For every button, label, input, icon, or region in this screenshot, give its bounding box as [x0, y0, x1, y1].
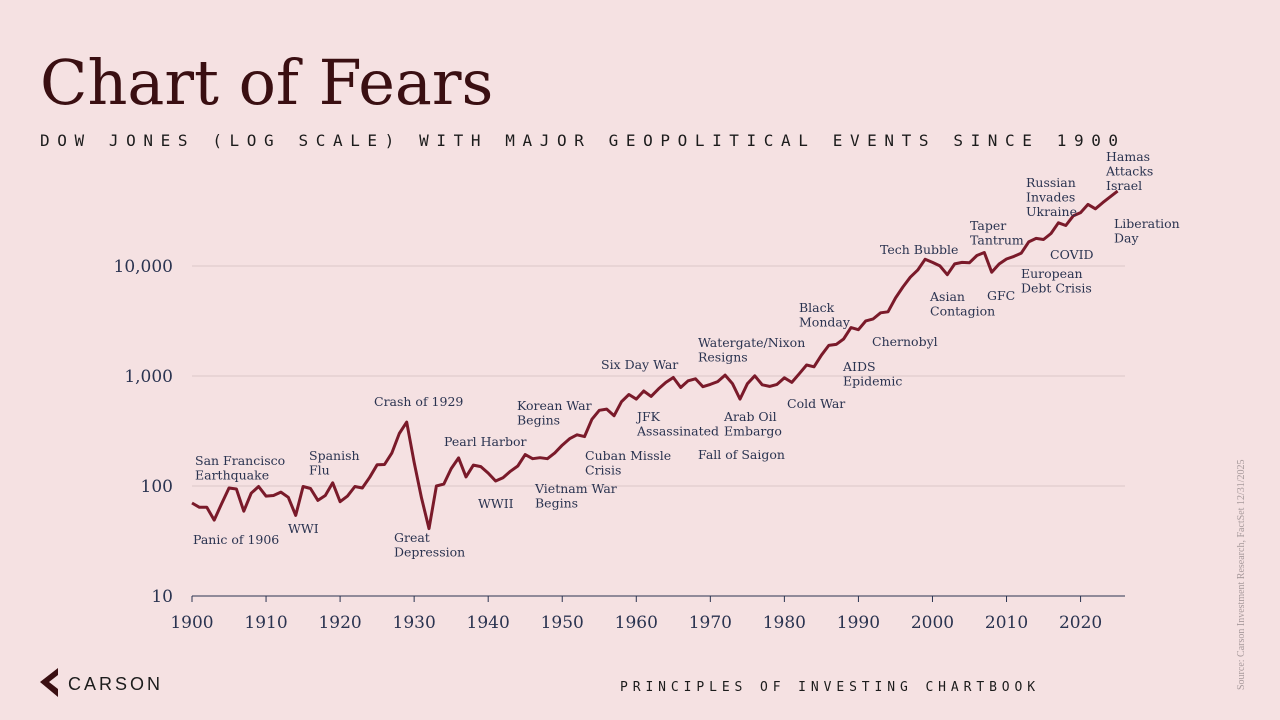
x-tick-label: 1940 — [467, 613, 510, 633]
x-tick-label: 1900 — [170, 613, 213, 633]
annotation: Flu — [309, 463, 330, 478]
annotation: Crisis — [585, 463, 621, 478]
annotation: Israel — [1106, 178, 1142, 193]
annotation: Begins — [517, 413, 560, 428]
annotation: Great — [394, 530, 430, 545]
annotation: Depression — [394, 545, 465, 560]
annotation: Cold War — [787, 396, 845, 411]
x-tick-label: 1990 — [837, 613, 880, 633]
annotation: Panic of 1906 — [193, 532, 279, 547]
y-tick-label: 10,000 — [114, 257, 173, 277]
annotation: Cuban Missle — [585, 448, 671, 463]
x-tick-label: 2020 — [1059, 613, 1102, 633]
x-tick-label: 1960 — [615, 613, 658, 633]
annotation: Six Day War — [601, 357, 678, 372]
footer: PRINCIPLES OF INVESTING CHARTBOOK — [620, 680, 1040, 695]
annotation: Taper — [970, 218, 1006, 233]
annotation: Resigns — [698, 350, 748, 365]
annotation: Contagion — [930, 304, 995, 319]
annotation: European — [1021, 266, 1083, 281]
annotation: Vietnam War — [534, 481, 617, 496]
annotation: Tech Bubble — [880, 242, 958, 257]
annotation: Fall of Saigon — [698, 447, 785, 462]
annotation: Day — [1114, 231, 1139, 246]
annotation: Asian — [929, 289, 965, 304]
x-tick-label: 1930 — [393, 613, 436, 633]
x-tick-label: 2000 — [911, 613, 954, 633]
annotation: COVID — [1050, 247, 1094, 262]
annotation: WWI — [288, 521, 319, 536]
annotation: Ukraine — [1026, 204, 1077, 219]
annotation: Embargo — [724, 424, 782, 439]
annotation: AIDS — [842, 359, 876, 374]
x-tick-label: 1950 — [541, 613, 584, 633]
annotation: Russian — [1026, 175, 1076, 190]
annotation: Korean War — [517, 398, 592, 413]
x-tick-label: 1920 — [318, 613, 361, 633]
annotation: WWII — [478, 496, 514, 511]
annotation: Tantrum — [970, 233, 1024, 248]
annotation: Invades — [1026, 190, 1075, 205]
logo-mark — [40, 668, 58, 697]
x-tick-label: 1980 — [763, 613, 806, 633]
y-tick-label: 100 — [141, 477, 173, 497]
logo: CARSON — [68, 674, 163, 694]
annotation: Arab Oil — [723, 409, 777, 424]
chart-title: Chart of Fears — [40, 46, 493, 119]
annotation: Debt Crisis — [1021, 281, 1092, 296]
annotation: Begins — [535, 496, 578, 511]
annotation: San Francisco — [195, 453, 285, 468]
annotation: Crash of 1929 — [374, 394, 463, 409]
annotation: Liberation — [1114, 216, 1180, 231]
y-tick-label: 10 — [151, 587, 173, 607]
x-tick-label: 1970 — [689, 613, 732, 633]
index-line — [191, 189, 1119, 531]
annotation: Watergate/Nixon — [698, 335, 805, 350]
chart-subtitle: DOW JONES (LOG SCALE) WITH MAJOR GEOPOLI… — [40, 131, 1126, 150]
annotation: Spanish — [309, 448, 360, 463]
source: Source: Carson Investment Research, Fact… — [1236, 459, 1247, 690]
annotation: Pearl Harbor — [444, 434, 527, 449]
x-tick-label: 1910 — [244, 613, 287, 633]
annotation: JFK — [635, 409, 661, 424]
annotation: Hamas — [1106, 149, 1150, 164]
annotation: Black — [799, 300, 835, 315]
annotation: GFC — [987, 288, 1015, 303]
annotation: Attacks — [1105, 164, 1153, 179]
annotation: Monday — [799, 315, 851, 330]
annotation: Epidemic — [843, 374, 902, 389]
x-tick-label: 2010 — [985, 613, 1028, 633]
annotation: Earthquake — [195, 468, 269, 483]
annotation: Assassinated — [636, 424, 719, 439]
annotation: Chernobyl — [872, 334, 938, 349]
y-tick-label: 1,000 — [124, 367, 173, 387]
